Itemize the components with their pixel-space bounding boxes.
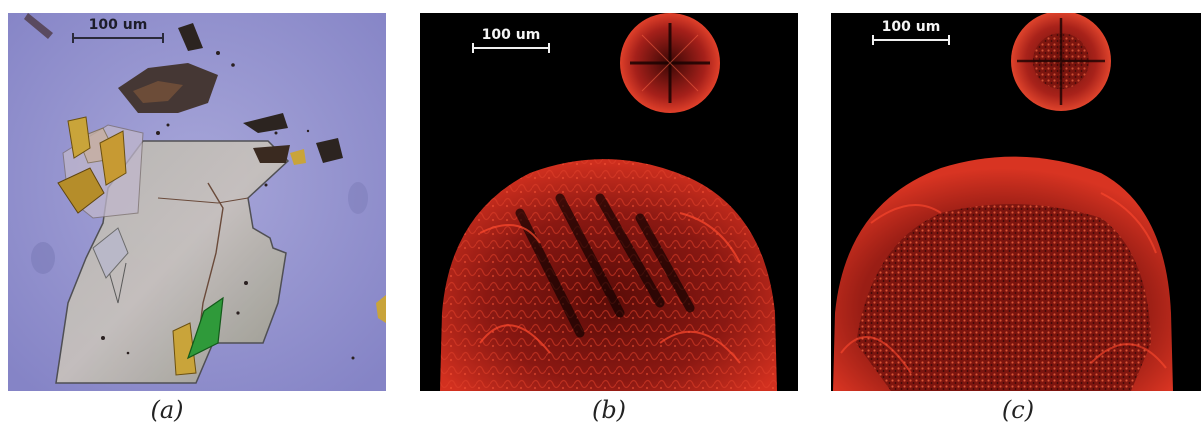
micrograph-panel-b: 100 um [420, 13, 798, 391]
micrograph-panel-c: 100 um [831, 13, 1201, 391]
green-flake [186, 296, 224, 360]
micrograph-panel-a: 100 um [8, 13, 386, 391]
scale-bar-label-b: 100 um [481, 27, 541, 43]
scale-bar-label-c: 100 um [881, 19, 941, 35]
polarized-image-b [420, 13, 798, 391]
bright-field-image [8, 13, 386, 391]
scale-bar-label-a: 100 um [88, 17, 148, 33]
panel-caption-b: (b) [591, 396, 627, 424]
panel-caption-a: (a) [150, 396, 184, 424]
polarized-image-c [831, 13, 1201, 391]
panel-caption-c: (c) [1001, 396, 1035, 424]
